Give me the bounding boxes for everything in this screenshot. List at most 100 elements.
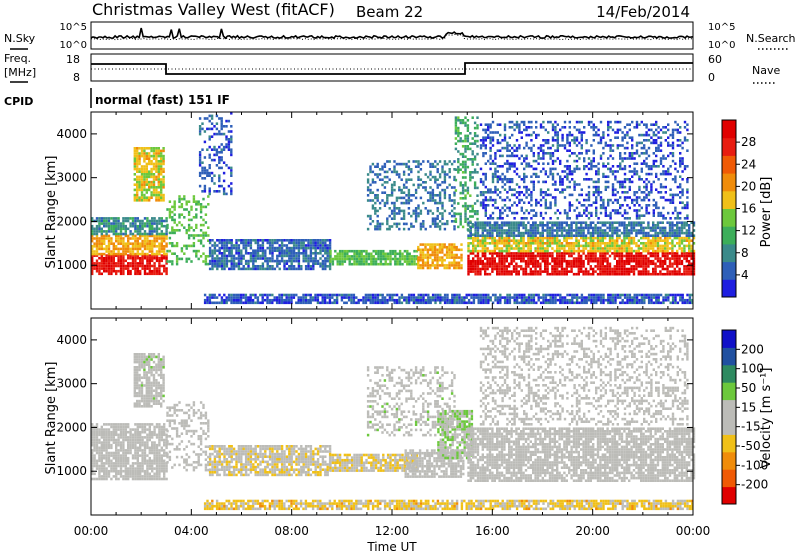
echo-cell: [577, 267, 580, 271]
echo-cell: [498, 257, 501, 260]
echo-cell: [389, 252, 392, 256]
echo-cell: [187, 236, 191, 240]
echo-cell: [206, 169, 209, 172]
echo-cell: [365, 257, 368, 261]
echo-cell: [431, 243, 434, 246]
echo-cell: [652, 236, 655, 240]
echo-cell: [626, 141, 629, 145]
echo-cell: [607, 123, 610, 126]
echo-cell: [572, 221, 576, 224]
echo-cell: [141, 222, 144, 225]
echo-cell: [685, 224, 688, 227]
echo-cell: [230, 259, 233, 263]
echo-cell: [611, 188, 615, 191]
echo-cell: [568, 265, 571, 268]
echo-cell: [556, 141, 559, 145]
echo-cell: [676, 229, 679, 232]
echo-cell: [143, 160, 146, 163]
echo-cell: [503, 272, 506, 276]
echo-cell: [152, 173, 156, 176]
echo-cell: [556, 239, 559, 242]
echo-cell: [536, 231, 540, 235]
echo-cell: [398, 162, 401, 166]
echo-cell: [374, 260, 378, 263]
echo-cell: [554, 196, 557, 199]
echo-cell: [484, 136, 487, 139]
echo-cell: [122, 232, 125, 236]
echo-cell: [271, 265, 274, 268]
echo-cell: [405, 201, 408, 205]
echo-cell: [625, 234, 628, 237]
echo-cell: [503, 236, 506, 240]
echo-cell: [568, 262, 571, 266]
echo-cell: [100, 237, 103, 240]
echo-cell: [152, 178, 156, 181]
echo-cell: [454, 189, 458, 192]
echo-cell: [391, 252, 395, 256]
echo-cell: [628, 128, 631, 132]
echo-cell: [594, 265, 597, 268]
echo-cell: [160, 232, 163, 236]
echo-cell: [652, 247, 655, 250]
echo-cell: [558, 252, 561, 255]
echo-cell: [524, 231, 528, 235]
echo-cell: [551, 154, 555, 158]
echo-cell: [211, 257, 214, 260]
echo-cell: [534, 270, 537, 273]
echo-cell: [620, 242, 624, 245]
echo-cell: [153, 234, 156, 238]
echo-cell: [283, 254, 286, 258]
echo-cell: [510, 247, 513, 250]
echo-cell: [608, 270, 612, 273]
echo-cell: [283, 267, 286, 271]
echo-cell: [500, 254, 504, 258]
echo-cell: [536, 236, 540, 240]
echo-cell: [534, 242, 537, 245]
echo-cell: [578, 211, 581, 215]
power-echo-layer: [91, 112, 696, 305]
echo-cell: [382, 262, 385, 266]
echo-cell: [659, 257, 662, 260]
echo-cell: [273, 249, 277, 252]
echo-cell: [688, 252, 691, 255]
echo-cell: [407, 199, 411, 202]
echo-cell: [254, 259, 257, 263]
echo-cell: [155, 269, 159, 273]
echo-cell: [148, 230, 151, 233]
echo-cell: [429, 170, 432, 174]
echo-cell: [690, 262, 693, 266]
echo-cell: [604, 211, 607, 215]
echo-cell: [218, 117, 221, 120]
echo-cell: [271, 267, 274, 271]
echo-cell: [512, 254, 516, 258]
echo-cell: [481, 234, 484, 237]
echo-cell: [512, 247, 516, 250]
echo-cell: [501, 178, 504, 181]
echo-cell: [532, 262, 535, 266]
echo-cell: [508, 236, 511, 240]
echo-cell: [162, 183, 165, 186]
echo-cell: [215, 132, 219, 136]
echo-cell: [157, 152, 160, 155]
echo-cell: [539, 191, 543, 194]
echo-cell: [312, 241, 315, 245]
echo-cell: [434, 222, 437, 226]
echo-cell: [280, 246, 284, 250]
echo-cell: [211, 265, 214, 268]
echo-cell: [484, 234, 487, 237]
echo-cell: [326, 252, 329, 255]
echo-cell: [611, 170, 615, 173]
echo-cell: [152, 193, 156, 197]
echo-cell: [312, 262, 315, 265]
echo-cell: [419, 248, 422, 252]
echo-cell: [148, 175, 151, 179]
echo-cell: [133, 199, 136, 202]
echo-cell: [573, 167, 576, 171]
echo-cell: [525, 188, 528, 191]
echo-cell: [535, 172, 538, 176]
echo-cell: [369, 183, 372, 187]
echo-cell: [166, 223, 169, 227]
echo-cell: [295, 241, 298, 245]
echo-cell: [604, 224, 607, 227]
echo-cell: [410, 257, 414, 261]
